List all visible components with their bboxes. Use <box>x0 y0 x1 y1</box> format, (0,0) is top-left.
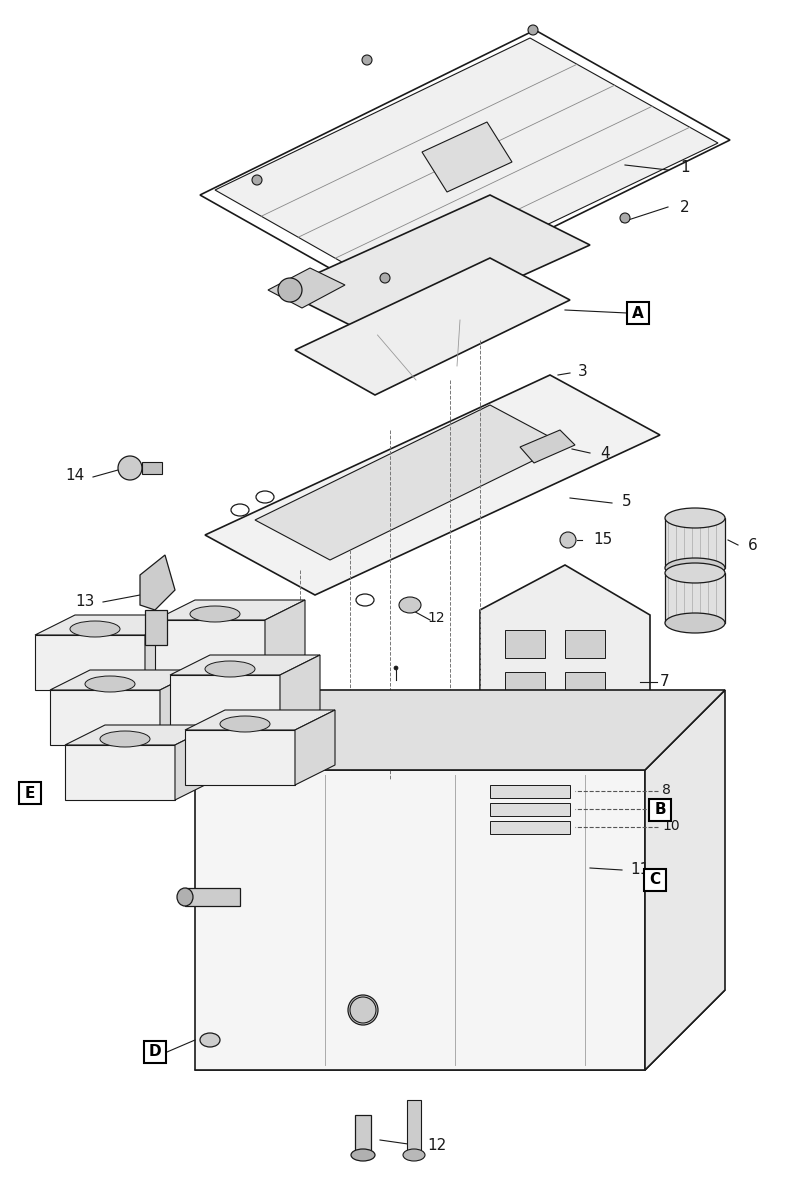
Bar <box>665 572 725 623</box>
Polygon shape <box>295 258 570 395</box>
Circle shape <box>380 272 390 283</box>
Bar <box>407 1100 421 1154</box>
Bar <box>505 630 545 658</box>
Bar <box>144 1040 166 1063</box>
Text: 2: 2 <box>680 199 690 215</box>
Ellipse shape <box>665 508 725 528</box>
Bar <box>665 518 725 568</box>
Circle shape <box>560 532 576 548</box>
Bar <box>19 782 41 804</box>
Bar <box>490 785 570 798</box>
Ellipse shape <box>85 676 135 692</box>
Text: 8: 8 <box>662 782 671 797</box>
Ellipse shape <box>220 716 270 732</box>
Ellipse shape <box>665 558 725 578</box>
Bar <box>490 821 570 834</box>
Polygon shape <box>205 374 660 595</box>
Polygon shape <box>195 690 725 770</box>
Ellipse shape <box>665 613 725 634</box>
Ellipse shape <box>351 1150 375 1162</box>
Polygon shape <box>145 614 185 690</box>
Polygon shape <box>255 404 565 560</box>
Text: 9: 9 <box>662 802 671 815</box>
Text: 3: 3 <box>578 365 588 379</box>
Circle shape <box>528 25 538 35</box>
Bar <box>142 462 162 474</box>
Bar <box>627 302 649 324</box>
Bar <box>565 672 605 700</box>
Circle shape <box>348 995 378 1025</box>
Ellipse shape <box>100 731 150 746</box>
Polygon shape <box>140 554 175 610</box>
Polygon shape <box>185 710 335 730</box>
Circle shape <box>620 214 630 223</box>
Circle shape <box>118 456 142 480</box>
Circle shape <box>278 278 302 302</box>
Polygon shape <box>170 655 320 674</box>
Text: 14: 14 <box>66 468 85 484</box>
Polygon shape <box>280 194 590 340</box>
Polygon shape <box>480 565 650 790</box>
Ellipse shape <box>70 622 120 637</box>
Polygon shape <box>195 770 645 1070</box>
Text: 11: 11 <box>630 863 649 877</box>
Ellipse shape <box>190 606 240 622</box>
Polygon shape <box>50 670 200 690</box>
Polygon shape <box>155 600 305 620</box>
Circle shape <box>252 175 262 185</box>
Bar <box>490 803 570 816</box>
Text: E: E <box>25 786 35 800</box>
Polygon shape <box>35 614 185 635</box>
Text: 12: 12 <box>427 1138 446 1152</box>
Ellipse shape <box>200 1033 220 1046</box>
Circle shape <box>362 55 372 65</box>
Polygon shape <box>175 725 215 800</box>
Polygon shape <box>268 268 345 308</box>
Bar <box>649 799 671 821</box>
Text: 15: 15 <box>593 533 612 547</box>
Bar <box>505 714 545 742</box>
Bar <box>145 610 167 646</box>
Text: 13: 13 <box>75 594 95 608</box>
Text: A: A <box>632 306 644 320</box>
Text: C: C <box>649 872 661 888</box>
Text: 7: 7 <box>660 674 669 690</box>
Polygon shape <box>520 430 575 463</box>
Ellipse shape <box>399 596 421 613</box>
Text: B: B <box>654 803 666 817</box>
Polygon shape <box>155 620 265 674</box>
Polygon shape <box>185 730 295 785</box>
Polygon shape <box>215 38 718 295</box>
Polygon shape <box>65 725 215 745</box>
Text: D: D <box>148 1044 161 1060</box>
Text: 6: 6 <box>748 538 757 552</box>
Text: 12: 12 <box>427 611 445 625</box>
Text: 10: 10 <box>662 818 680 833</box>
Bar <box>565 630 605 658</box>
Polygon shape <box>35 635 145 690</box>
Bar <box>505 672 545 700</box>
Ellipse shape <box>665 563 725 583</box>
Polygon shape <box>195 990 725 1070</box>
Bar <box>644 869 666 890</box>
Polygon shape <box>280 655 320 730</box>
Ellipse shape <box>205 661 255 677</box>
Polygon shape <box>170 674 280 730</box>
Polygon shape <box>422 122 512 192</box>
Text: 4: 4 <box>600 445 610 461</box>
Text: 1: 1 <box>680 161 690 175</box>
Bar <box>355 1115 371 1154</box>
Polygon shape <box>65 745 175 800</box>
Polygon shape <box>265 600 305 674</box>
Ellipse shape <box>403 1150 425 1162</box>
Text: 5: 5 <box>622 494 631 510</box>
Polygon shape <box>645 690 725 1070</box>
Bar <box>185 888 240 906</box>
Bar <box>565 714 605 742</box>
Polygon shape <box>50 690 160 745</box>
Polygon shape <box>295 710 335 785</box>
Polygon shape <box>160 670 200 745</box>
Ellipse shape <box>177 888 193 906</box>
Circle shape <box>394 666 398 670</box>
